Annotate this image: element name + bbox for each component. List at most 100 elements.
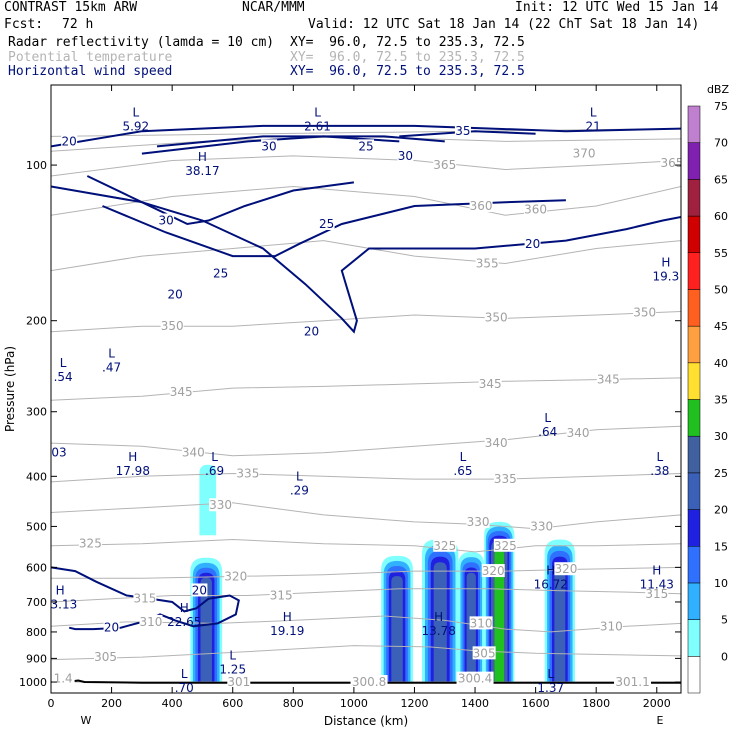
colorbar-swatch <box>687 619 701 657</box>
colorbar-swatch <box>687 179 701 217</box>
theta-contour-355 <box>51 240 681 272</box>
colorbar-label: 40 <box>714 357 728 370</box>
theta-label-bg <box>433 538 457 552</box>
wind-label: 20 <box>304 325 319 339</box>
theta-label: 355 <box>476 256 499 270</box>
extremum-marker: L <box>590 106 597 120</box>
forecast-hours: 72 h <box>62 17 94 32</box>
colorbar-label: 0 <box>721 650 728 663</box>
extremum-value: 19.19 <box>270 624 304 638</box>
wind-contour-35 <box>399 130 536 138</box>
extremum-marker: L <box>656 450 663 464</box>
colorbar-label: 75 <box>714 100 728 113</box>
x-axis-label: Distance (km) <box>324 714 408 728</box>
theta-label-bg <box>469 199 493 213</box>
theta-label-bg <box>466 514 490 528</box>
theta-label: 320 <box>482 564 505 578</box>
theta-contour-335 <box>51 472 681 483</box>
theta-contour-320 <box>51 566 681 579</box>
wind-label-bg <box>524 236 541 250</box>
extremum-value: 38.17 <box>185 164 219 178</box>
wind-label-bg <box>358 139 374 153</box>
theta-contour-350 <box>51 311 681 333</box>
reflectivity-band <box>433 562 447 683</box>
extremum-marker: H <box>546 563 555 577</box>
x-tick-label: 1800 <box>582 697 610 710</box>
field-name-reflectivity: Radar reflectivity (lamda = 10 cm) <box>8 35 275 50</box>
theta-contour-360 <box>51 185 681 216</box>
theta-label-bg <box>493 472 517 486</box>
wind-label-bg <box>397 148 414 162</box>
theta-label: 325 <box>494 539 517 553</box>
wind-label-bg <box>61 134 78 148</box>
x-tick-label: 0 <box>48 697 55 710</box>
east-label: E <box>657 714 664 727</box>
colorbar-swatch <box>687 325 701 364</box>
reflectivity-band <box>494 549 505 683</box>
theta-label: 345 <box>479 377 502 391</box>
reflectivity-band <box>391 576 403 683</box>
wind-label-bg <box>454 124 471 138</box>
field-name-wind: Horizontal wind speed <box>8 64 173 79</box>
x-tick-label: 1200 <box>400 697 428 710</box>
init-time: Init: 12 UTC Wed 15 Jan 14 <box>515 0 719 15</box>
extremum-value: .54 <box>54 370 73 384</box>
colorbar-swatch <box>687 472 701 510</box>
colorbar-swatch <box>687 289 701 327</box>
colorbar-swatch <box>687 656 701 694</box>
wind-label-bg <box>158 213 175 227</box>
reflectivity-band <box>199 464 217 536</box>
surface-theta-label-bg <box>227 675 251 689</box>
x-tick-label: 1400 <box>461 697 489 710</box>
theta-label-bg <box>645 586 669 600</box>
y-tick-label: 500 <box>26 520 47 533</box>
theta-label: 335 <box>494 472 517 486</box>
extremum-marker: L <box>547 667 554 681</box>
theta-label: 330 <box>467 515 490 529</box>
y-tick-label: 100 <box>26 159 47 172</box>
wind-contour-30 <box>86 175 355 226</box>
surface-theta-label-bg <box>51 671 75 685</box>
theta-label-bg <box>524 202 548 216</box>
theta-contour-325 <box>51 538 681 553</box>
surface-theta-label-bg <box>350 675 388 689</box>
colorbar-label: 5 <box>721 614 728 627</box>
x-tick-label: 600 <box>222 697 243 710</box>
theta-label-bg <box>169 385 193 399</box>
y-tick-label: 700 <box>26 596 47 609</box>
y-tick-label: 300 <box>26 406 47 419</box>
extremum-marker: H <box>56 584 65 598</box>
theta-label: 325 <box>79 537 102 551</box>
theta-contour-375 <box>51 128 681 137</box>
wind-label: 25 <box>319 217 334 231</box>
theta-label: 330 <box>209 498 232 512</box>
theta-label-bg <box>181 445 205 459</box>
theta-label: 365 <box>660 156 683 170</box>
extremum-value: 22.65 <box>167 615 201 629</box>
theta-label: 345 <box>597 373 620 387</box>
extremum-marker: H <box>661 256 670 270</box>
theta-label-bg <box>554 562 578 576</box>
theta-label: 315 <box>270 588 293 602</box>
theta-contour-330 <box>51 502 681 530</box>
extremum-marker: H <box>283 610 292 624</box>
theta-label: 305 <box>94 650 117 664</box>
theta-label: 325 <box>433 539 456 553</box>
extremum-marker: L <box>211 450 218 464</box>
field-name-theta: Potential temperature <box>8 50 173 65</box>
theta-label: 365 <box>433 158 456 172</box>
y-axis-label: Pressure (hPa) <box>3 346 17 432</box>
reflectivity-layer <box>190 464 575 683</box>
extremum-marker: L <box>544 411 551 425</box>
wind-contour-layer <box>51 124 681 631</box>
theta-label-bg <box>433 158 457 172</box>
theta-label: 310 <box>470 616 493 630</box>
extremum-marker: L <box>60 356 67 370</box>
extremum-marker: L <box>229 648 236 662</box>
theta-label: 310 <box>139 615 162 629</box>
y-tick-label: 600 <box>26 561 47 574</box>
x-tick-label: 400 <box>162 697 183 710</box>
field-xy-theta: XY= 96.0, 72.5 to 235.3, 72.5 <box>290 50 525 65</box>
west-label: W <box>81 714 92 727</box>
